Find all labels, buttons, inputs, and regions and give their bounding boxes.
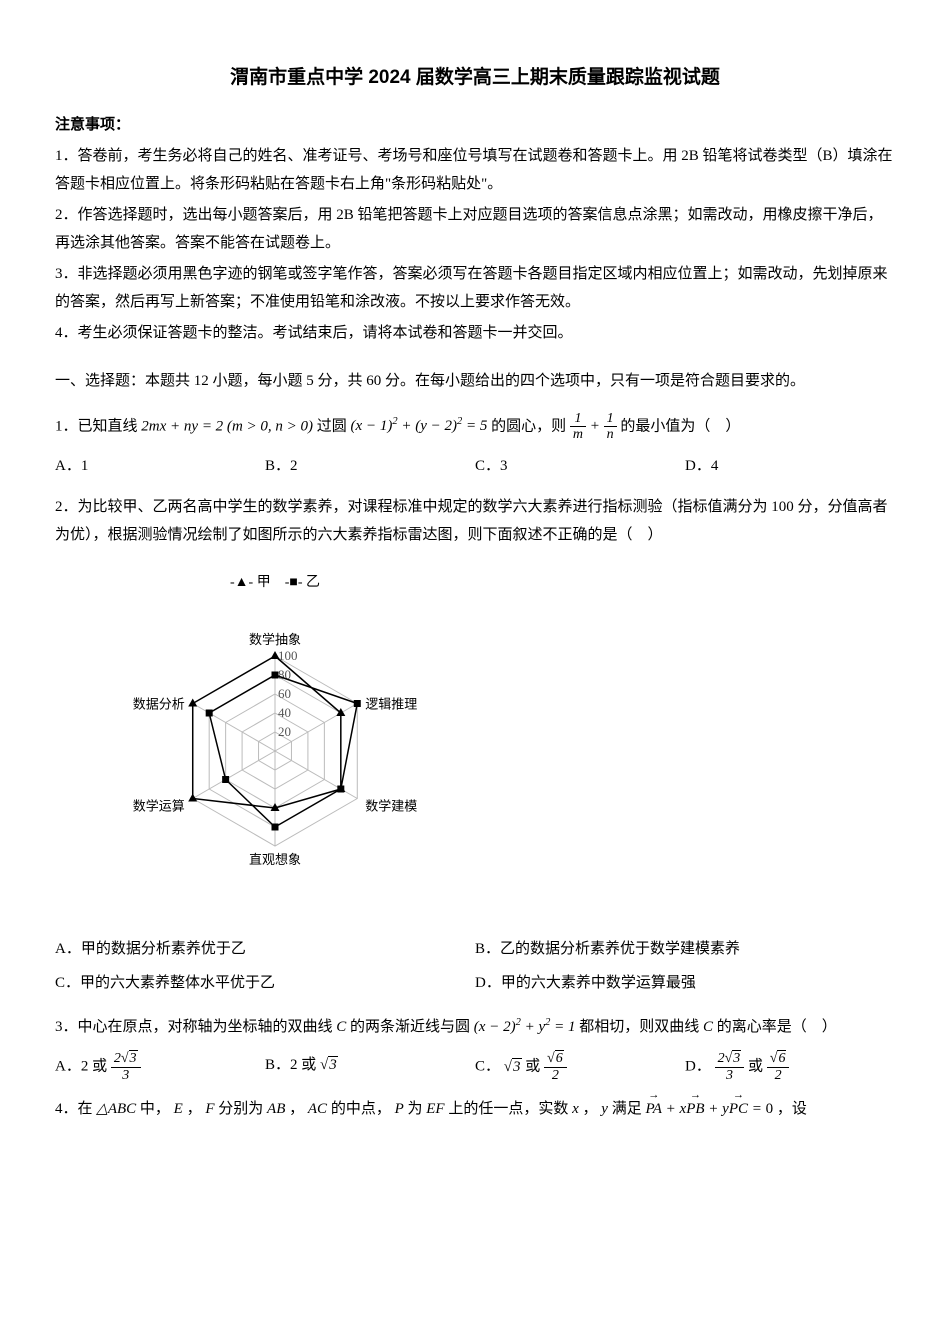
q4-t9: 满足 bbox=[612, 1101, 642, 1117]
svg-text:数学建模: 数学建模 bbox=[365, 799, 417, 814]
q2-stem: 2．为比较甲、乙两名高中学生的数学素养，对课程标准中规定的数学六大素养进行指标测… bbox=[55, 493, 895, 550]
q4-t7: 上的任一点，实数 bbox=[448, 1101, 568, 1117]
q3-d-mid: 或 bbox=[748, 1059, 763, 1075]
q2-options: A．甲的数据分析素养优于乙 B．乙的数据分析素养优于数学建模素养 C．甲的六大素… bbox=[55, 932, 895, 1001]
exam-title: 渭南市重点中学 2024 届数学高三上期末质量跟踪监视试题 bbox=[55, 60, 895, 96]
section-1-intro: 一、选择题：本题共 12 小题，每小题 5 分，共 60 分。在每小题给出的四个… bbox=[55, 367, 895, 396]
q4-t4: ， bbox=[289, 1101, 304, 1117]
question-4: 4．在 △ABC 中， E ， F 分别为 AB ， AC 的中点， P 为 E… bbox=[55, 1095, 895, 1124]
q1-mid2: 的圆心，则 bbox=[491, 418, 566, 434]
q3-circle: (x − 2)2 + y2 = 1 bbox=[474, 1019, 576, 1035]
q3-b-pre: B．2 或 bbox=[265, 1057, 316, 1073]
instruction-1: 1．答卷前，考生务必将自己的姓名、准考证号、考场号和座位号填写在试题卷和答题卡上… bbox=[55, 142, 895, 199]
q1-suffix: 的最小值为（ ） bbox=[620, 418, 740, 434]
q3-opt-b: B．2 或 3 bbox=[265, 1051, 475, 1083]
q3-stem: 3．中心在原点，对称轴为坐标轴的双曲线 C 的两条渐近线与圆 (x − 2)2 … bbox=[55, 1013, 895, 1042]
q4-P: P bbox=[395, 1101, 404, 1117]
legend-yi-label: 乙 bbox=[306, 575, 320, 590]
q1-eq2: (x − 1)2 + (y − 2)2 = 5 bbox=[351, 418, 488, 434]
svg-text:20: 20 bbox=[278, 724, 291, 739]
svg-text:40: 40 bbox=[278, 705, 291, 720]
svg-text:数学运算: 数学运算 bbox=[133, 799, 185, 814]
svg-text:60: 60 bbox=[278, 686, 291, 701]
question-3: 3．中心在原点，对称轴为坐标轴的双曲线 C 的两条渐近线与圆 (x − 2)2 … bbox=[55, 1013, 895, 1083]
q3-C2: C bbox=[703, 1019, 713, 1035]
q3-c-mid: 或 bbox=[525, 1059, 540, 1075]
q2-opt-c: C．甲的六大素养整体水平优于乙 bbox=[55, 969, 475, 998]
q3-suffix: 的离心率是（ ） bbox=[717, 1019, 837, 1035]
q4-vec-eq: PA + xPB + yPC = 0 bbox=[645, 1101, 773, 1117]
q2-opt-b: B．乙的数据分析素养优于数学建模素养 bbox=[475, 935, 895, 964]
q3-mid2: 都相切，则双曲线 bbox=[579, 1019, 699, 1035]
q1-eq1: 2mx + ny = 2 (m > 0, n > 0) bbox=[141, 418, 313, 434]
radar-legend: -▲- 甲 -■- 乙 bbox=[115, 570, 435, 597]
question-1: 1．已知直线 2mx + ny = 2 (m > 0, n > 0) 过圆 (x… bbox=[55, 411, 895, 481]
q4-EF: EF bbox=[426, 1101, 444, 1117]
q1-stem: 1．已知直线 2mx + ny = 2 (m > 0, n > 0) 过圆 (x… bbox=[55, 411, 895, 443]
q3-c-pre: C． bbox=[475, 1059, 500, 1075]
notice-header: 注意事项： bbox=[55, 111, 895, 140]
q3-a-pre: A．2 或 bbox=[55, 1059, 107, 1075]
svg-text:数据分析: 数据分析 bbox=[133, 697, 185, 712]
radar-chart: 20406080100数学抽象逻辑推理数学建模直观想象数学运算数据分析 bbox=[115, 601, 435, 901]
q3-opt-d: D． 233 或 62 bbox=[685, 1051, 895, 1083]
question-2: 2．为比较甲、乙两名高中学生的数学素养，对课程标准中规定的数学六大素养进行指标测… bbox=[55, 493, 895, 1001]
q4-t6: 为 bbox=[408, 1101, 423, 1117]
q1-opt-a: A．1 bbox=[55, 452, 265, 481]
legend-yi-marker: -■- bbox=[285, 575, 306, 590]
q4-E: E bbox=[174, 1101, 183, 1117]
q4-AC: AC bbox=[308, 1101, 327, 1117]
q1-eq3: 1m + 1n bbox=[570, 418, 621, 434]
q3-C1: C bbox=[336, 1019, 346, 1035]
svg-text:逻辑推理: 逻辑推理 bbox=[365, 697, 417, 712]
instruction-4: 4．考生必须保证答题卡的整洁。考试结束后，请将本试卷和答题卡一并交回。 bbox=[55, 319, 895, 348]
q1-opt-c: C．3 bbox=[475, 452, 685, 481]
q1-prefix: 1．已知直线 bbox=[55, 418, 138, 434]
q2-opt-a: A．甲的数据分析素养优于乙 bbox=[55, 935, 475, 964]
instruction-2: 2．作答选择题时，选出每小题答案后，用 2B 铅笔把答题卡上对应题目选项的答案信… bbox=[55, 201, 895, 258]
radar-chart-container: -▲- 甲 -■- 乙 20406080100数学抽象逻辑推理数学建模直观想象数… bbox=[115, 570, 435, 912]
instruction-3: 3．非选择题必须用黑色字迹的钢笔或签字笔作答，答案必须写在答题卡各题目指定区域内… bbox=[55, 260, 895, 317]
q3-prefix: 3．中心在原点，对称轴为坐标轴的双曲线 bbox=[55, 1019, 333, 1035]
q4-prefix: 4．在 bbox=[55, 1101, 93, 1117]
q4-y: y bbox=[601, 1101, 608, 1117]
q1-opt-b: B．2 bbox=[265, 452, 475, 481]
q4-t5: 的中点， bbox=[331, 1101, 391, 1117]
q4-t10: ，设 bbox=[777, 1101, 807, 1117]
q4-stem: 4．在 △ABC 中， E ， F 分别为 AB ， AC 的中点， P 为 E… bbox=[55, 1095, 895, 1124]
q4-t1: 中， bbox=[140, 1101, 170, 1117]
q4-AB: AB bbox=[267, 1101, 285, 1117]
instructions-block: 注意事项： 1．答卷前，考生务必将自己的姓名、准考证号、考场号和座位号填写在试题… bbox=[55, 111, 895, 347]
legend-jia-marker: -▲- bbox=[230, 575, 257, 590]
q3-d-pre: D． bbox=[685, 1059, 711, 1075]
q4-x: x bbox=[572, 1101, 579, 1117]
q1-opt-d: D．4 bbox=[685, 452, 895, 481]
q3-opt-c: C． 3 或 62 bbox=[475, 1051, 685, 1083]
q3-mid1: 的两条渐近线与圆 bbox=[350, 1019, 470, 1035]
q2-opt-d: D．甲的六大素养中数学运算最强 bbox=[475, 969, 895, 998]
q4-F: F bbox=[205, 1101, 214, 1117]
q3-options: A．2 或 233 B．2 或 3 C． 3 或 62 D． 233 或 62 bbox=[55, 1051, 895, 1083]
q1-mid1: 过圆 bbox=[317, 418, 347, 434]
svg-text:直观想象: 直观想象 bbox=[249, 852, 301, 867]
q4-t8: ， bbox=[583, 1101, 598, 1117]
q3-opt-a: A．2 或 233 bbox=[55, 1051, 265, 1083]
svg-text:数学抽象: 数学抽象 bbox=[249, 632, 301, 647]
q4-t3: 分别为 bbox=[218, 1101, 263, 1117]
q4-t2: ， bbox=[187, 1101, 202, 1117]
q4-triangle: △ABC bbox=[96, 1101, 136, 1117]
q1-options: A．1 B．2 C．3 D．4 bbox=[55, 452, 895, 481]
legend-jia-label: 甲 bbox=[257, 575, 271, 590]
